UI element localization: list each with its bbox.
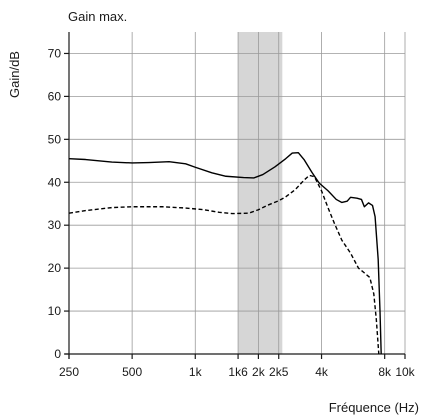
x-tick-label: 2k (252, 365, 266, 379)
x-axis-label: Fréquence (Hz) (329, 400, 419, 415)
y-tick-label: 0 (54, 347, 61, 361)
x-tick-label: 250 (59, 365, 79, 379)
x-tick-label: 1k6 (228, 365, 248, 379)
y-tick-label: 60 (48, 89, 62, 103)
x-tick-label: 8k (378, 365, 392, 379)
series-group (68, 151, 382, 355)
x-tick-label: 500 (122, 365, 142, 379)
x-tick-label: 4k (315, 365, 329, 379)
y-tick-label: 30 (48, 218, 62, 232)
y-tick-labels: 0 10 20 30 40 50 60 70 (48, 46, 62, 361)
chart-title: Gain max. (68, 9, 127, 24)
y-tick-label: 70 (48, 46, 62, 60)
y-tick-label: 10 (48, 304, 62, 318)
grid (69, 32, 406, 354)
shaded-frequency-band (238, 32, 283, 354)
y-tick-label: 50 (48, 132, 62, 146)
dashed-gain-curve (68, 174, 380, 355)
y-tick-label: 20 (48, 261, 62, 275)
y-axis-label: Gain/dB (7, 51, 22, 98)
solid-gain-curve (68, 151, 382, 355)
x-tick-label: 10k (395, 365, 415, 379)
x-tick-label: 2k5 (269, 365, 289, 379)
axes (64, 32, 406, 359)
y-tick-label: 40 (48, 175, 62, 189)
x-tick-labels: 250 500 1k 1k6 2k 2k5 4k 8k 10k (59, 365, 416, 379)
x-tick-label: 1k (189, 365, 203, 379)
